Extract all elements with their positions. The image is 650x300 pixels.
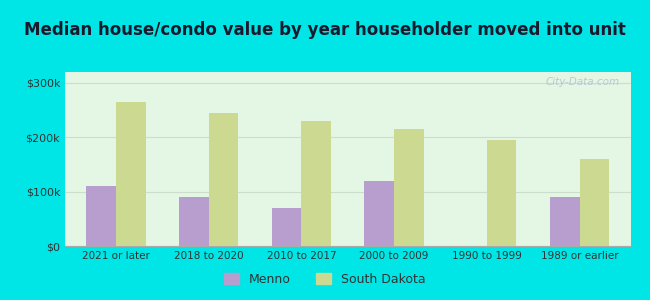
Bar [116,102,146,246]
Bar [272,208,302,246]
Bar [209,113,239,246]
Bar [86,186,116,246]
Bar [302,121,331,246]
Bar [487,140,517,246]
Text: Median house/condo value by year householder moved into unit: Median house/condo value by year househo… [24,21,626,39]
Bar [394,129,424,246]
Bar [580,159,609,246]
Bar [365,181,394,246]
Bar [179,197,209,246]
Legend: Menno, South Dakota: Menno, South Dakota [219,268,431,291]
Bar [550,197,580,246]
Text: City-Data.com: City-Data.com [545,77,619,87]
